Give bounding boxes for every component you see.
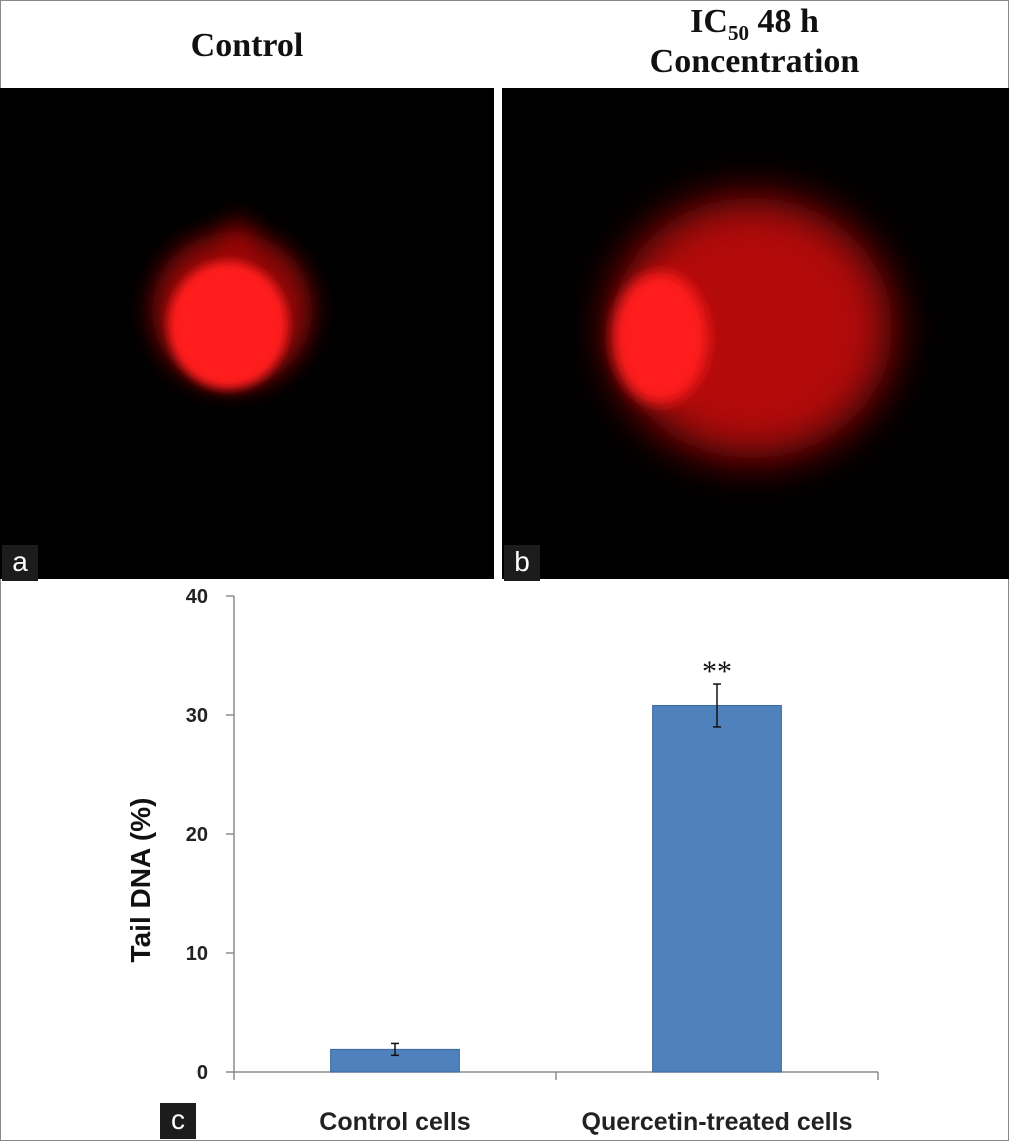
- treated-comet-image: [502, 88, 1009, 579]
- tail-dna-bar-chart: 0 10 20 30 40 Control cells ** Quercetin-treat…: [125, 586, 879, 1136]
- x-category-label: Control cells: [319, 1108, 470, 1136]
- panel-b-title: IC50 48 h Concentration: [649, 3, 860, 81]
- bar-quercetin-treated-cells: [652, 704, 782, 1073]
- panel-c-label: c: [160, 1103, 196, 1139]
- panel-b-label: b: [504, 545, 540, 581]
- y-tick-label: 30: [186, 705, 208, 727]
- y-tick-label: 40: [186, 586, 208, 608]
- y-tick-label: 10: [186, 943, 208, 965]
- y-axis-label: Tail DNA (%): [125, 798, 156, 963]
- chart-bars: Control cells ** Quercetin-treated cells: [319, 655, 852, 1136]
- significance-marker: **: [702, 655, 732, 688]
- chart-axes: 0 10 20 30 40: [186, 586, 879, 1084]
- y-tick-label: 0: [197, 1062, 208, 1084]
- panel-a-label: a: [2, 545, 38, 581]
- y-tick-label: 20: [186, 824, 208, 846]
- control-comet-image: [0, 88, 494, 579]
- treated-comet-head: [612, 272, 708, 404]
- x-category-label: Quercetin-treated cells: [582, 1108, 853, 1136]
- panel-a-title: Control: [190, 27, 304, 64]
- control-comet-head: [168, 261, 288, 389]
